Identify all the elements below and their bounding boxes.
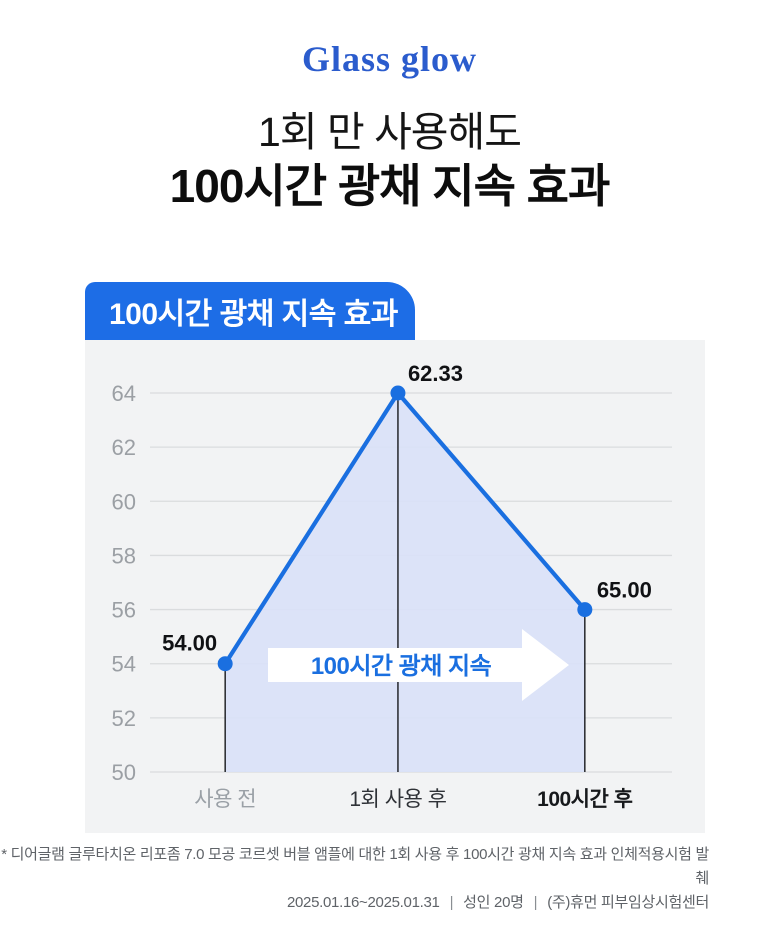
data-point	[577, 602, 593, 618]
y-tick-label: 62	[112, 435, 136, 460]
x-axis-label: 사용 전	[194, 788, 256, 811]
study-institution: (주)휴먼 피부임상시험센터	[547, 894, 709, 911]
y-tick-label: 60	[112, 489, 136, 514]
x-axis-label: 1회 사용 후	[349, 788, 446, 811]
study-period: 2025.01.16~2025.01.31	[286, 894, 440, 911]
footnote-line1: * 디어글램 글루타치온 리포좀 7.0 모공 코르셋 버블 앰플에 대한 1회…	[1, 846, 709, 887]
separator: |	[449, 894, 454, 911]
line-chart: 50 52 54 56 58 60 62 64 100시간 광채 지속 54.00 62.33 65.…	[112, 361, 672, 811]
arrow-right-icon	[268, 629, 569, 701]
chart-title: 100시간 광채 지속 효과	[109, 298, 398, 331]
footnote: * 디어글램 글루타치온 리포좀 7.0 모공 코르셋 버블 앰플에 대한 1회…	[0, 843, 709, 915]
y-tick-label: 54	[112, 652, 136, 677]
separator: |	[533, 894, 538, 911]
chart-title-badge: 100시간 광채 지속 효과	[85, 282, 415, 340]
headline-line1: 1회 만 사용해도	[258, 109, 522, 155]
y-tick-label: 64	[112, 381, 136, 406]
arrow-label: 100시간 광채 지속	[311, 653, 492, 680]
y-tick-label: 58	[112, 543, 136, 568]
data-point	[217, 656, 233, 672]
brand-logo: Glass glow	[301, 39, 478, 79]
point-label: 65.00	[597, 578, 652, 603]
y-tick-label: 52	[112, 706, 136, 731]
y-tick-label: 50	[112, 760, 136, 785]
point-label: 54.00	[162, 631, 217, 656]
footnote-line2: 2025.01.16~2025.01.31 | 성인 20명 | (주)휴먼 피부임상시…	[0, 891, 709, 915]
data-point	[390, 385, 406, 401]
headline-line2: 100시간 광채 지속 효과	[169, 160, 611, 212]
x-axis-label: 100시간 후	[537, 787, 633, 811]
chart-panel: 50 52 54 56 58 60 62 64 100시간 광채 지속 54.00 62.33 65.…	[85, 340, 705, 833]
study-subjects: 성인 20명	[463, 894, 524, 911]
y-tick-label: 56	[112, 598, 136, 623]
point-label: 62.33	[408, 361, 463, 386]
